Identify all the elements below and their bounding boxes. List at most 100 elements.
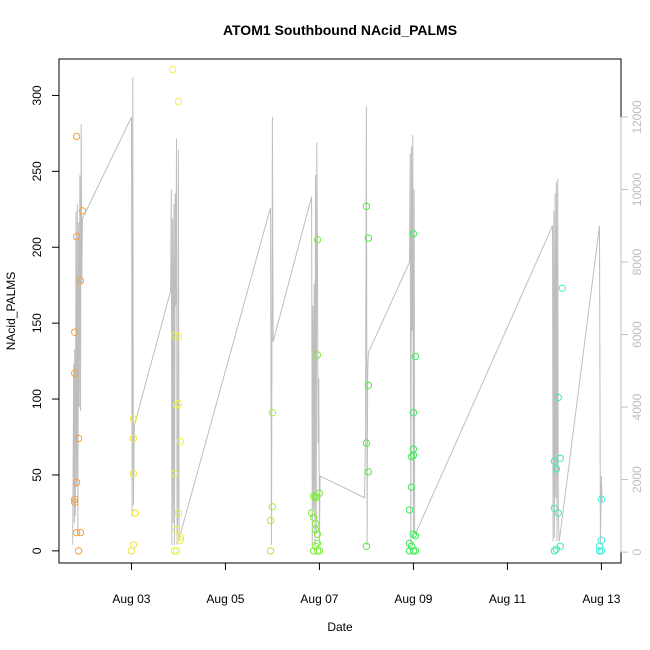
y-tick-label: 100 — [30, 389, 44, 409]
data-point — [313, 530, 322, 538]
data-point — [129, 541, 138, 549]
data-point — [554, 393, 562, 402]
data-point — [72, 232, 81, 241]
data-point — [129, 415, 138, 423]
x-axis-label: Date — [327, 620, 353, 634]
data-point — [558, 284, 566, 292]
data-point — [550, 547, 559, 555]
y-tick-label: 300 — [30, 85, 44, 105]
data-point — [364, 468, 373, 476]
y2-tick-label: 0 — [630, 548, 644, 555]
x-tick-label: Aug 05 — [206, 592, 244, 606]
data-point — [409, 229, 418, 238]
data-point — [597, 536, 606, 544]
y-axis: 0 50 100 150 200 250 300 — [30, 85, 60, 554]
data-point — [268, 409, 277, 417]
secondary-series-line — [72, 77, 603, 545]
y2-tick-label: 4000 — [630, 393, 644, 420]
data-point — [307, 509, 316, 517]
data-point — [362, 439, 371, 447]
x-tick-label: Aug 03 — [112, 592, 150, 606]
data-point — [72, 132, 81, 141]
y-tick-label: 150 — [30, 313, 44, 333]
data-point — [170, 331, 179, 339]
secondary-line-layer — [72, 77, 603, 545]
y-tick-label: 50 — [30, 468, 44, 482]
data-point — [174, 97, 183, 106]
data-point — [311, 525, 320, 534]
data-point — [129, 434, 138, 443]
data-point — [315, 547, 324, 555]
data-point — [266, 516, 275, 525]
data-point — [72, 478, 81, 487]
data-point — [311, 494, 320, 502]
data-point — [552, 545, 561, 553]
points-layer — [71, 65, 606, 555]
data-point — [362, 202, 371, 211]
y-tick-label: 250 — [30, 161, 44, 181]
data-point — [74, 434, 83, 443]
data-point — [364, 234, 373, 242]
data-point — [176, 533, 185, 541]
data-point — [409, 409, 418, 417]
data-point — [172, 401, 181, 409]
data-point — [407, 542, 416, 550]
data-point — [407, 453, 416, 461]
y2-tick-label: 8000 — [630, 248, 644, 275]
y2-tick-label: 12000 — [630, 100, 644, 134]
data-point — [71, 498, 79, 506]
y2-tick-label: 6000 — [630, 321, 644, 348]
data-point — [411, 532, 420, 540]
data-point — [313, 547, 322, 555]
data-point — [309, 492, 318, 500]
data-point — [74, 547, 83, 555]
data-point — [71, 369, 79, 377]
data-point — [71, 328, 79, 336]
data-point — [127, 547, 136, 555]
data-point — [411, 547, 420, 555]
data-point — [407, 483, 416, 491]
data-point — [556, 454, 564, 462]
data-point — [76, 528, 85, 537]
data-point — [71, 495, 79, 503]
y2-tick-label: 10000 — [630, 173, 644, 207]
data-point — [174, 333, 183, 341]
data-point — [409, 530, 418, 538]
x-tick-label: Aug 11 — [489, 592, 526, 606]
data-point — [176, 437, 185, 446]
data-point — [552, 465, 561, 473]
data-point — [313, 351, 322, 359]
data-point — [170, 547, 179, 555]
chart-title: ATOM1 Southbound NAcid_PALMS — [223, 22, 457, 38]
y-tick-label: 200 — [30, 237, 44, 257]
y-axis-label: NAcid_PALMS — [4, 272, 18, 350]
data-point — [174, 509, 183, 517]
data-point — [409, 547, 418, 555]
y2-tick-label: 2000 — [630, 466, 644, 493]
x-tick-label: Aug 13 — [582, 592, 620, 606]
data-point — [129, 469, 138, 478]
data-point — [76, 276, 85, 285]
y-tick-label: 0 — [30, 547, 44, 554]
data-point — [362, 542, 371, 550]
x-tick-label: Aug 07 — [300, 592, 338, 606]
data-point — [597, 495, 606, 503]
y2-axis: 0 2000 4000 6000 8000 10000 12000 — [620, 100, 644, 555]
data-point — [405, 506, 414, 514]
data-point — [597, 547, 606, 555]
data-point — [170, 469, 179, 478]
data-point — [131, 509, 140, 517]
data-point — [78, 207, 87, 215]
data-point — [174, 399, 183, 408]
data-point — [411, 352, 420, 361]
data-point — [595, 542, 604, 550]
data-point — [168, 65, 177, 74]
data-point — [550, 457, 559, 465]
data-point — [311, 542, 320, 550]
data-point — [550, 504, 559, 512]
data-point — [172, 547, 181, 555]
data-point — [313, 236, 322, 244]
data-point — [268, 503, 277, 511]
data-point — [364, 381, 373, 390]
